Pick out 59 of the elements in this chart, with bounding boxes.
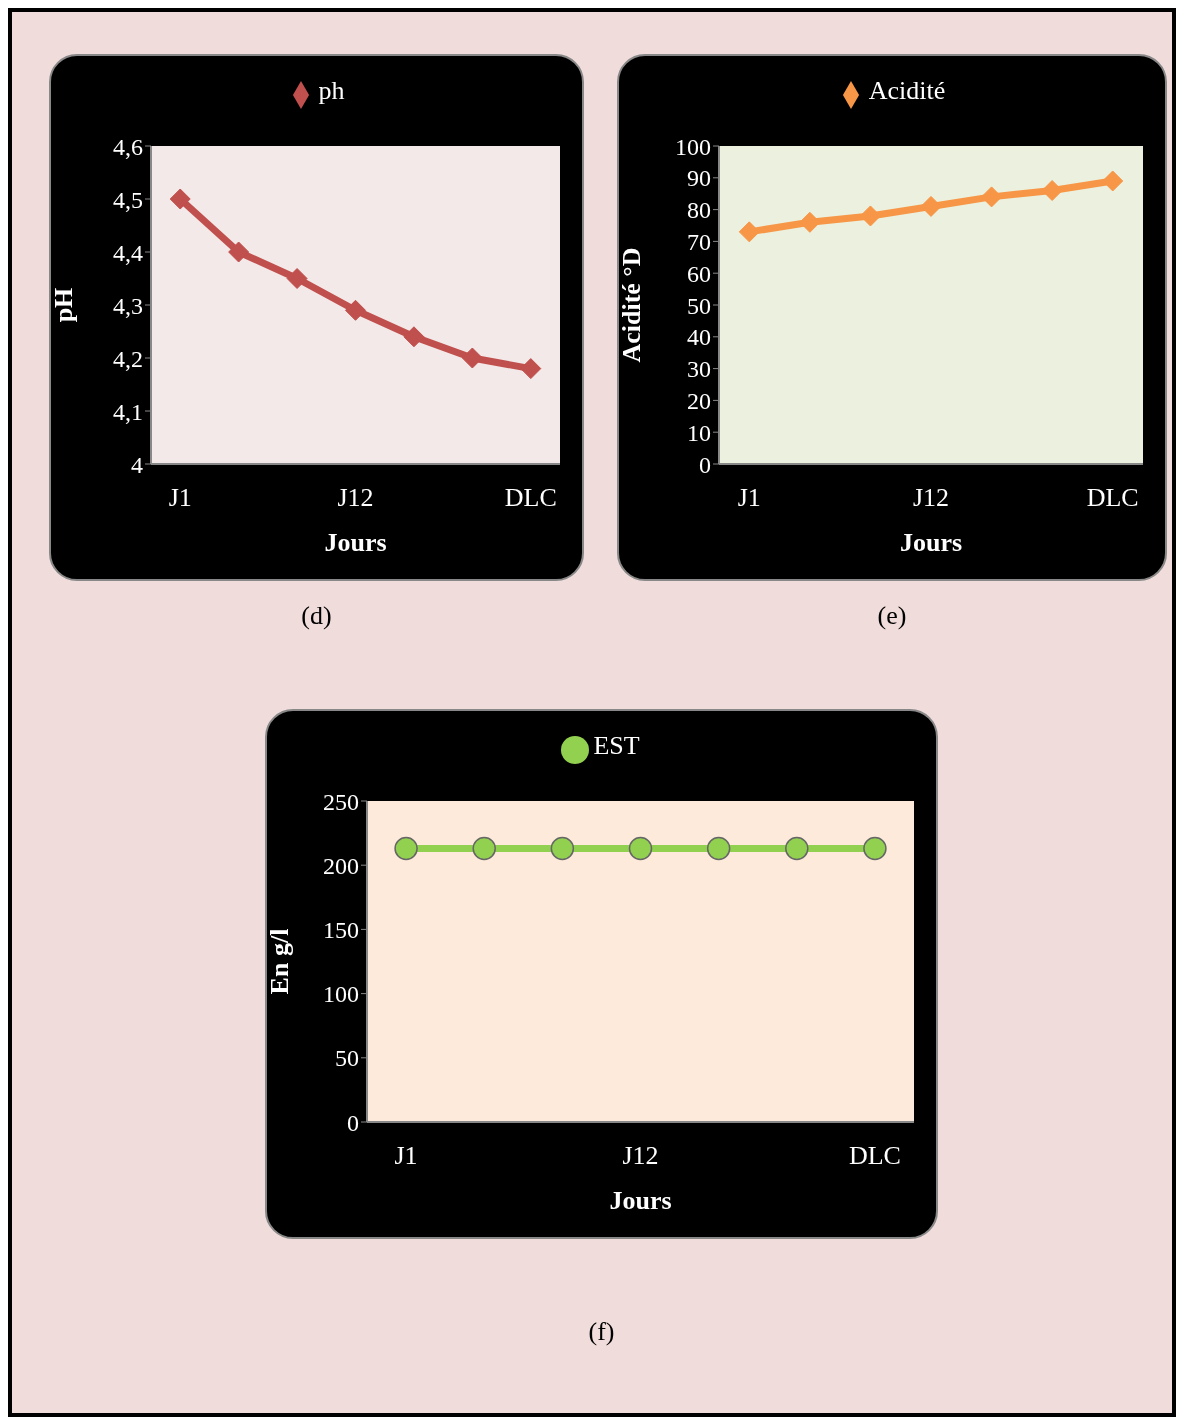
y-tick-label: 90 [687, 165, 711, 192]
x-tick-label: J12 [337, 483, 374, 513]
y-tick-label: 100 [675, 133, 711, 160]
y-tick-label: 50 [687, 292, 711, 319]
x-axis-title: Jours [324, 528, 387, 557]
point [799, 211, 821, 233]
point [403, 326, 425, 348]
y-tick-label: 50 [335, 1045, 359, 1072]
y-axis-title: Acidité °D [617, 247, 647, 363]
x-tick-label: DLC [504, 483, 557, 513]
y-tick-label: 0 [347, 1109, 359, 1136]
y-tick-label: 4,2 [113, 345, 143, 372]
y-tick-label: 10 [687, 419, 711, 446]
y-tick-label: 4,3 [113, 292, 143, 319]
point [1041, 180, 1063, 202]
point [345, 299, 366, 321]
y-tick-label: 100 [323, 981, 359, 1008]
legend-label: EST [593, 731, 640, 760]
x-tick-label: DLC [1086, 483, 1139, 513]
y-tick-label: 200 [323, 852, 359, 879]
x-tick-label: J12 [912, 483, 950, 513]
y-tick-label: 150 [323, 916, 359, 943]
text: (d) [300, 601, 333, 631]
y-tick-label: 4 [131, 451, 143, 478]
x-axis-title: Jours [899, 528, 963, 557]
legend-label: Acidité [868, 76, 946, 105]
y-tick-label: 4,6 [113, 133, 143, 160]
text: (e) [876, 601, 908, 631]
y-axis-title: pH [49, 287, 79, 323]
x-tick-label: DLC [848, 1141, 901, 1171]
x-tick-label: J1 [168, 483, 192, 513]
point [228, 241, 250, 263]
y-tick-label: 80 [687, 197, 711, 224]
point [738, 221, 760, 243]
y-tick-label: 30 [687, 356, 711, 383]
y-tick-label: 40 [687, 324, 711, 351]
point [286, 268, 308, 289]
x-tick-label: J1 [737, 483, 761, 513]
x-axis-title: Jours [609, 1186, 672, 1215]
point [859, 205, 881, 227]
x-tick-label: J12 [622, 1141, 659, 1171]
point [520, 358, 542, 380]
y-tick-label: 4,5 [113, 186, 143, 213]
x-tick-label: J1 [394, 1141, 418, 1171]
text: (f) [587, 1317, 616, 1347]
point [920, 195, 942, 217]
point [461, 347, 483, 369]
point [169, 188, 191, 210]
y-tick-label: 60 [687, 260, 711, 287]
y-tick-label: 250 [323, 788, 359, 815]
legend-label: ph [318, 76, 345, 105]
point [981, 186, 1003, 208]
y-axis-title: En g/l [265, 928, 295, 995]
y-tick-label: 0 [699, 451, 711, 478]
y-tick-label: 4,1 [113, 398, 143, 425]
y-tick-label: 20 [687, 387, 711, 414]
y-tick-label: 70 [687, 228, 711, 255]
y-tick-label: 4,4 [113, 239, 143, 266]
point [1102, 170, 1124, 192]
